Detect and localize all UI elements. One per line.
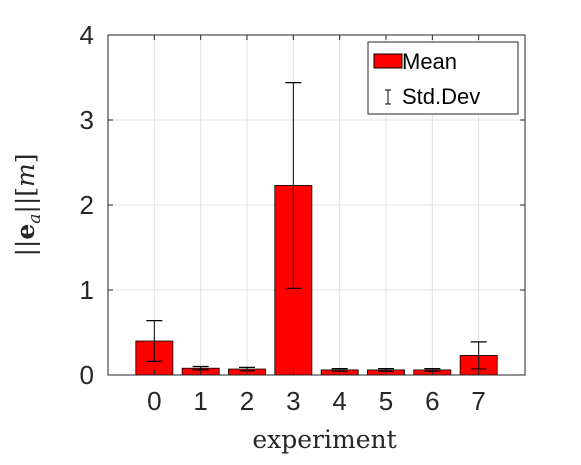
legend-std-dev-symbol [385,89,391,105]
y-tick-label: 0 [80,360,94,390]
y-tick-label: 1 [80,275,94,305]
y-tick-label: 4 [80,20,94,50]
x-tick-label: 1 [193,386,207,416]
bars [135,185,498,376]
x-tick-label: 5 [379,386,393,416]
legend-mean-swatch [373,53,403,69]
legend-mean-label: Mean [402,49,457,74]
error-bars [146,81,487,372]
y-tick-label: 3 [80,105,94,135]
x-tick-label: 7 [471,386,485,416]
x-tick-label: 2 [240,386,254,416]
y-tick-label: 2 [80,190,94,220]
x-tick-label: 6 [425,386,439,416]
x-tick-label: 4 [332,386,346,416]
legend-std-dev-label: Std.Dev [402,84,480,109]
y-axis-label-text: ||ea||[m] [11,154,45,257]
x-tick-label: 0 [147,386,161,416]
x-axis-label: experiment [252,425,396,454]
legend: Mean Std.Dev [367,41,519,115]
x-tick-label: 3 [286,386,300,416]
axis-ticks: 0 1 2 3 4 0 1 2 3 4 5 6 7 [80,20,525,416]
y-axis-label: ||ea||[m] [11,154,45,257]
